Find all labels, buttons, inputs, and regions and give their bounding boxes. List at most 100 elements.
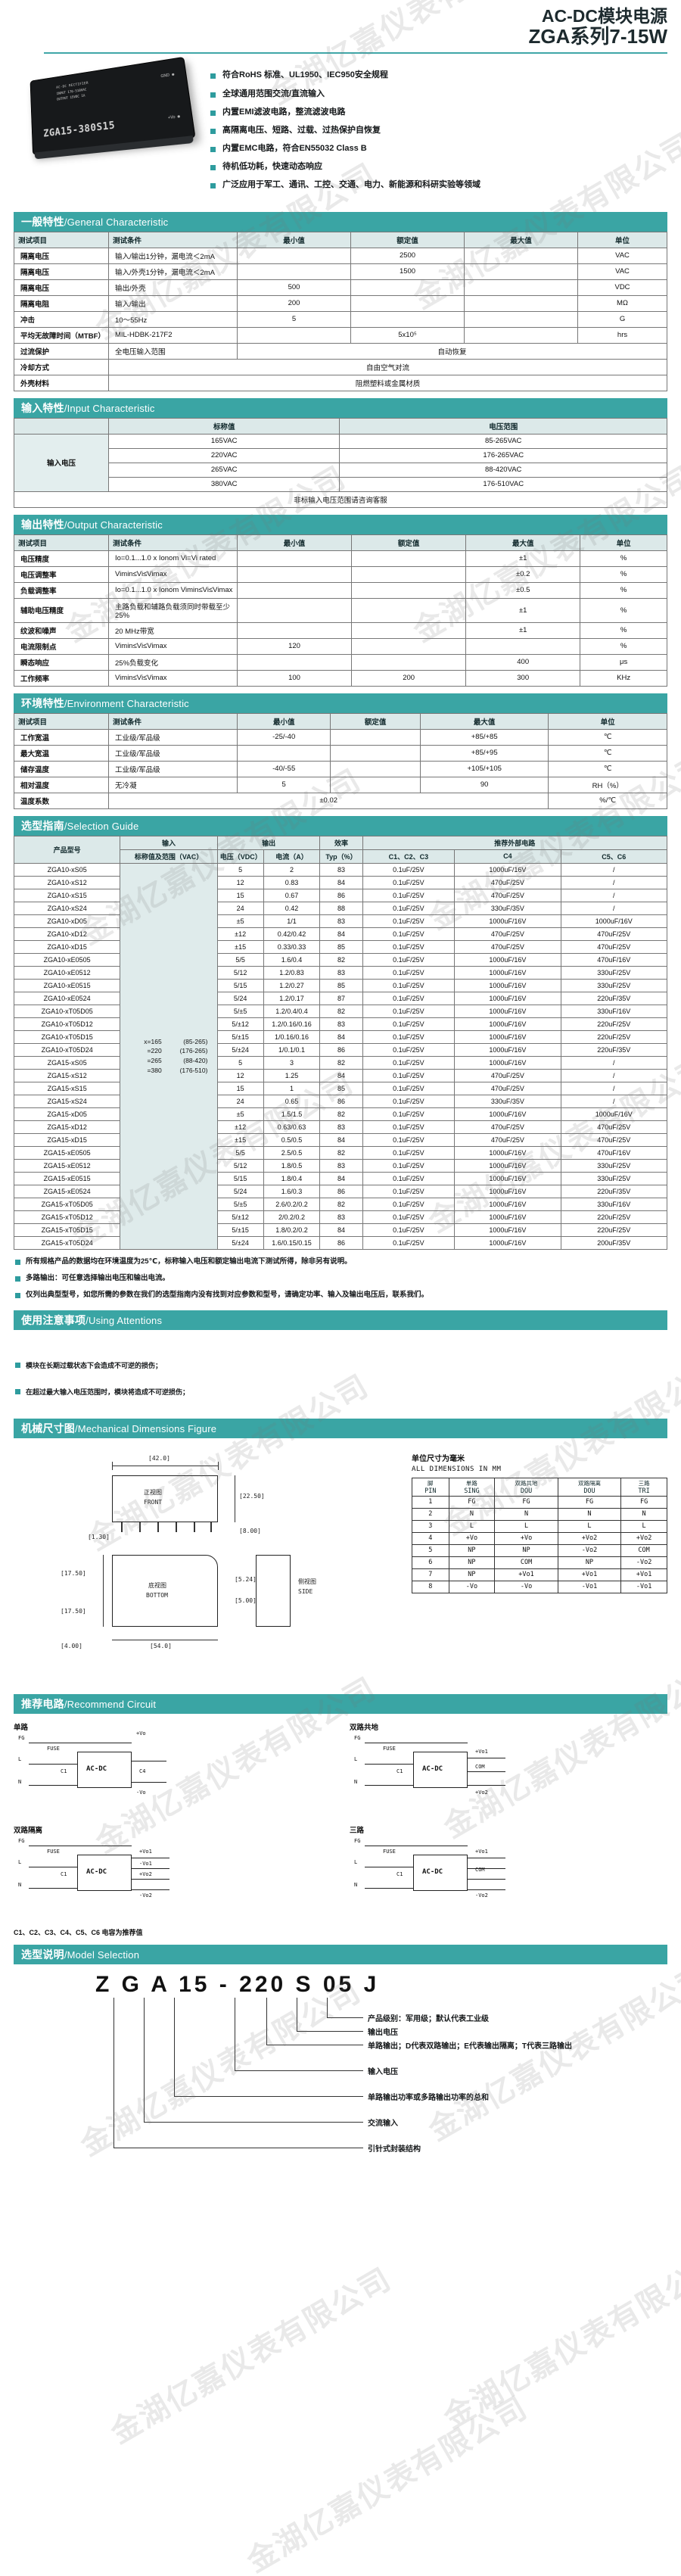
cell-model: ZGA10-xE0524 (13, 991, 121, 1005)
cell-nominal-voltage: 220VAC (107, 447, 340, 463)
cell-c4: 1000uF/16V (454, 1235, 561, 1250)
cell-voltage: 5/15 (216, 1171, 264, 1185)
cell-c4: 470uF/25V (454, 1081, 561, 1095)
label-n: N (354, 1778, 358, 1785)
cell-item: 隔离电阻 (14, 294, 109, 312)
cell-min (236, 653, 353, 671)
cell-c56: / (560, 888, 668, 902)
cell-model: ZGA10-xE0505 (13, 952, 121, 967)
cell-condition: 10～55Hz (108, 310, 238, 328)
cell-nominal (351, 621, 467, 639)
cell-item: 储存温度 (14, 760, 109, 777)
cell-model: ZGA15-xS15 (13, 1081, 121, 1095)
cell-nominal (351, 565, 467, 583)
pin-cell: NP (448, 1568, 496, 1581)
th-nom: 额定值 (351, 534, 467, 551)
pin-cell: +Vo1 (557, 1568, 622, 1581)
cell-min (236, 621, 353, 639)
th-cond: 测试条件 (108, 231, 238, 248)
cell-min (236, 550, 353, 567)
cell-max: 300 (465, 669, 581, 687)
cell-c123: 0.1uF/25V (362, 1210, 456, 1224)
table-row: 380VAC 176-510VAC (14, 476, 667, 492)
section-title-cn: 一般特性 (21, 215, 64, 228)
pin-cell: L (620, 1519, 667, 1533)
cell-max: ±1 (465, 597, 581, 623)
cell-c123: 0.1uF/25V (362, 1120, 456, 1134)
cell-c4: 470uF/25V (454, 1132, 561, 1147)
label-fg: FG (354, 1837, 361, 1844)
bullet-square-icon (15, 1276, 20, 1282)
pin-cell: L (494, 1519, 558, 1533)
dim-line-left (103, 1554, 104, 1627)
cell-min: -40/-55 (236, 760, 331, 777)
table-body: 1 FG FG FG FG 2 N N N N 3 L L L L 4 +Vo +Vo +Vo2 +Vo2 5 NP NP -… (412, 1495, 667, 1593)
cell-c4: 470uF/25V (454, 875, 561, 889)
cell-current: 2/0.2/0.2 (263, 1210, 321, 1224)
pin-cell: NP (557, 1556, 622, 1569)
section-title-en: /Recommend Circuit (64, 1698, 157, 1710)
cell-efficiency: 83 (319, 1120, 363, 1134)
pin-cell: L (557, 1519, 622, 1533)
cell-model: ZGA10-xD15 (13, 939, 121, 954)
th-cond: 测试条件 (108, 534, 238, 551)
pin-cell: -Vo2 (557, 1543, 622, 1557)
cell-voltage: ±5 (216, 914, 264, 928)
cell-item: 隔离电压 (14, 247, 109, 264)
cell-condition: 全电压输入范围 (108, 342, 238, 360)
label-vo1-plus: +Vo1 (139, 1848, 152, 1855)
bullet-square-icon (15, 1259, 20, 1265)
section-title-en: /General Characteristic (64, 216, 169, 228)
label-l: L (354, 1858, 358, 1865)
table-row: 输入电压 165VAC 85-265VAC (14, 433, 667, 492)
bullet-square-icon (210, 92, 216, 98)
cell-model: ZGA15-xD15 (13, 1132, 121, 1147)
cell-efficiency: 84 (319, 875, 363, 889)
cell-condition: 输入/输出1分钟，漏电流＜2mA (108, 247, 238, 264)
attentions-body: 模块在长期过载状态下会造成不可逆的损伤； 在超过最大输入电压范围时，模块将造成不… (14, 1330, 667, 1412)
cell-efficiency: 85 (319, 978, 363, 992)
cell-unit: μs (580, 653, 667, 671)
feature-item: 内置EMC电路，符合EN55032 Class B (210, 144, 667, 154)
cell-nominal (351, 653, 467, 671)
pin-cell: FG (494, 1495, 558, 1509)
dim-pin-length: [1.30] (88, 1533, 110, 1540)
table-row: 辅助电压精度 主路负载和辅路负载须同时带载至少25% ±1% (14, 597, 667, 623)
section-title-cn: 选型指南 (21, 819, 64, 832)
pin-line (139, 1522, 141, 1532)
cell-condition: MIL-HDBK-217F2 (108, 326, 238, 344)
circuit-dual-isolated: 双路隔离 FG FUSE L N AC-DC +Vo1 -Vo1 +Vo2 -V… (14, 1824, 331, 1915)
cell-voltage: 12 (216, 875, 264, 889)
side-view-label-cn: 侧视图 (298, 1578, 316, 1585)
cell-c56: 330uF/16V (560, 1004, 668, 1018)
section-recommend-circuit: 推荐电路/Recommend Circuit (14, 1693, 667, 1714)
cell-current: 1.8/0.2/0.2 (263, 1223, 321, 1237)
table-environment-characteristic: 测试项目 测试条件 最小值 额定值 最大值 单位 工作宽温 工业级/军品级 -25/… (14, 712, 667, 809)
th-min: 最小值 (236, 231, 352, 248)
cell-current: 0.67 (263, 888, 321, 902)
th-max: 最大值 (465, 534, 581, 551)
cell-model: ZGA15-xS24 (13, 1094, 121, 1108)
cell-condition: 工业级/军品级 (108, 760, 238, 777)
pin-cell: N (620, 1507, 667, 1521)
th-volt: 电压（VDC） (216, 849, 264, 864)
side-view-box (256, 1554, 291, 1627)
cell-max: 400 (465, 653, 581, 671)
cell-c56: / (560, 901, 668, 915)
pin-th: 双路隔离 DOU (557, 1477, 622, 1497)
cell-min: 500 (236, 279, 352, 296)
cell-efficiency: 86 (319, 1042, 363, 1057)
cell-unit: %/℃ (548, 792, 667, 809)
range-key: =380 (147, 1066, 162, 1074)
cell-c123: 0.1uF/25V (362, 1158, 456, 1173)
cell-current: 1/0.16/0.16 (263, 1029, 321, 1044)
cell-efficiency: 84 (319, 927, 363, 941)
cell-current: 1.6/0.3 (263, 1184, 321, 1198)
dim-tick (218, 1461, 219, 1470)
cell-c4: 1000uF/16V (454, 914, 561, 928)
cell-voltage: 24 (216, 1094, 264, 1108)
th-item: 测试项目 (14, 534, 109, 551)
mechanical-drawing: [42.0] 正视图 FRONT [22.50] [8.00] [1.30] 底… (14, 1449, 407, 1676)
cell-c123: 0.1uF/25V (362, 862, 456, 877)
cell-c4: 1000uF/16V (454, 1197, 561, 1211)
